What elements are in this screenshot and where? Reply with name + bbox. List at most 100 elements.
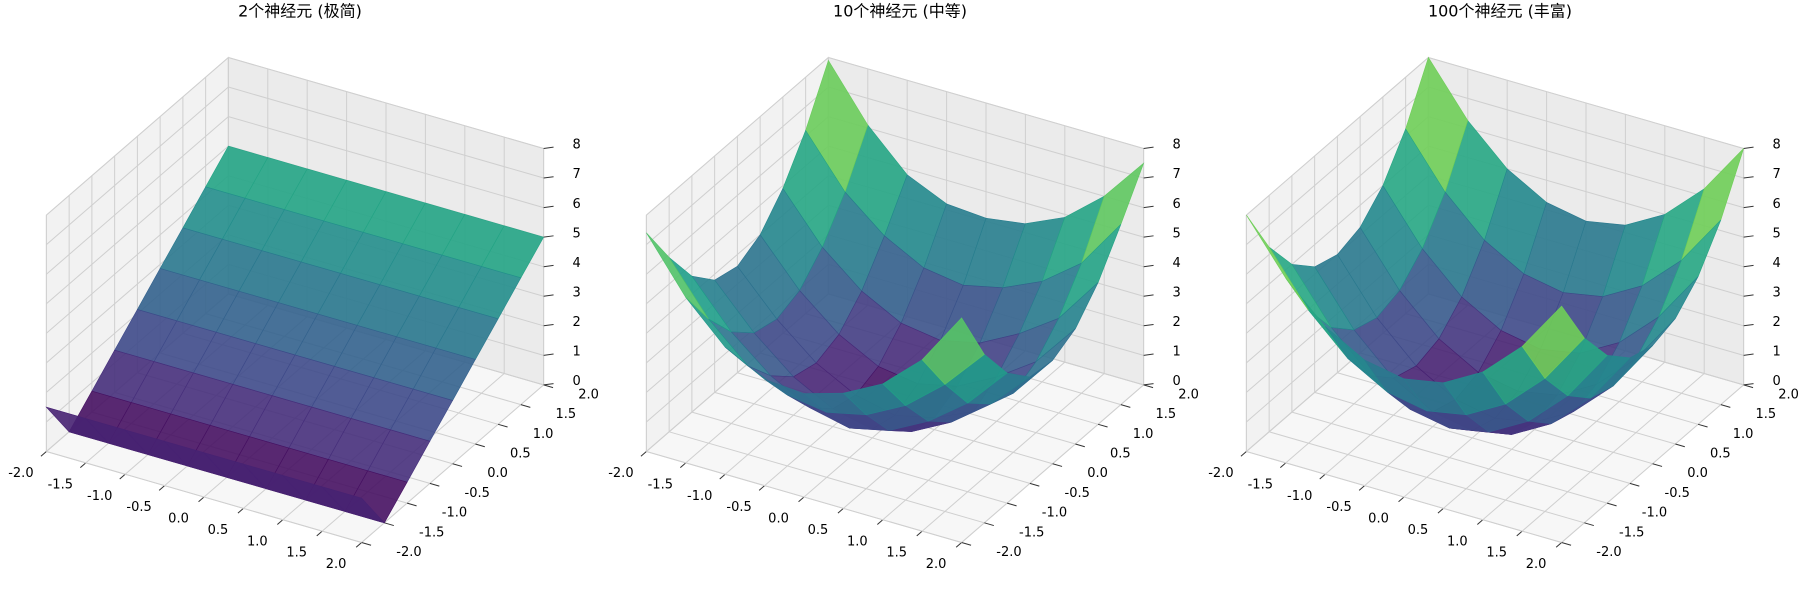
- y-tick-label: 0.0: [487, 466, 508, 481]
- tick-mark: [1075, 443, 1085, 448]
- tick-mark: [1358, 485, 1365, 491]
- z-tick-label: 1: [572, 345, 580, 360]
- tick-mark: [1743, 264, 1754, 268]
- grid-line: [1246, 86, 1429, 246]
- x-tick-label: -2.0: [1208, 466, 1233, 481]
- y-tick-label: -1.0: [1642, 506, 1667, 521]
- y-tick-label: -0.5: [465, 486, 490, 501]
- x-tick-label: 1.0: [1447, 534, 1468, 549]
- tick-mark: [1561, 542, 1572, 546]
- tick-mark: [429, 482, 440, 487]
- tick-mark: [543, 323, 554, 327]
- tick-mark: [40, 451, 47, 457]
- tick-mark: [80, 462, 87, 468]
- z-tick-label: 5: [1772, 226, 1780, 241]
- tick-mark: [1516, 530, 1523, 537]
- grid-line: [228, 86, 544, 179]
- tick-mark: [916, 530, 923, 537]
- grid-line: [1246, 57, 1429, 216]
- tick-mark: [1143, 264, 1154, 268]
- z-tick-label: 4: [572, 256, 580, 271]
- tick-mark: [1437, 508, 1444, 514]
- tick-mark: [406, 502, 417, 507]
- y-tick-label: 1.5: [556, 407, 577, 422]
- tick-mark: [1629, 482, 1640, 487]
- tick-mark: [640, 451, 647, 457]
- x-tick-label: 1.0: [247, 534, 268, 549]
- y-tick-label: 0.0: [1687, 466, 1708, 481]
- y-tick-label: 2.0: [578, 387, 599, 402]
- tick-mark: [1143, 353, 1154, 356]
- grid-line: [46, 145, 229, 305]
- y-tick-label: -1.5: [1619, 525, 1644, 540]
- y-tick-label: 1.5: [1156, 407, 1177, 422]
- tick-mark: [1143, 205, 1154, 209]
- grid-line: [46, 451, 362, 543]
- tick-mark: [1743, 294, 1754, 297]
- tick-mark: [877, 519, 884, 525]
- x-tick-label: 1.5: [286, 546, 307, 561]
- tick-mark: [1720, 404, 1731, 408]
- tick-mark: [543, 264, 554, 268]
- y-tick-label: -1.5: [1019, 525, 1044, 540]
- y-tick-label: -2.0: [396, 545, 421, 560]
- z-tick-label: 6: [1172, 197, 1180, 212]
- tick-mark: [1097, 423, 1108, 428]
- x-tick-label: -2.0: [8, 466, 33, 481]
- z-tick-label: 1: [1772, 345, 1780, 360]
- tick-mark: [198, 496, 205, 503]
- tick-mark: [961, 542, 972, 546]
- x-tick-label: 0.5: [808, 523, 829, 538]
- surface-patch: [921, 317, 985, 385]
- grid-line: [1428, 116, 1744, 209]
- x-tick-label: -1.0: [1287, 489, 1312, 504]
- grid-line: [228, 116, 544, 209]
- tick-mark: [1743, 146, 1754, 149]
- tick-mark: [1240, 451, 1247, 457]
- tick-mark: [277, 519, 284, 525]
- x-tick-label: -0.5: [726, 500, 751, 515]
- x-tick-label: 2.0: [926, 557, 947, 572]
- surface-patch: [1246, 214, 1309, 311]
- tick-mark: [1743, 323, 1754, 327]
- grid-line: [714, 391, 1031, 484]
- y-tick-label: 1.0: [533, 427, 554, 442]
- z-tick-label: 7: [1772, 167, 1780, 182]
- grid-line: [1291, 411, 1608, 504]
- grid-line: [228, 57, 544, 149]
- x-tick-label: 1.0: [847, 534, 868, 549]
- tick-mark: [1143, 384, 1154, 389]
- tick-mark: [543, 384, 554, 389]
- z-tick-label: 7: [1172, 167, 1180, 182]
- x-tick-label: 0.0: [1368, 512, 1389, 527]
- tick-mark: [543, 176, 554, 179]
- grid-line: [1246, 116, 1429, 275]
- z-tick-label: 5: [572, 226, 580, 241]
- tick-mark: [1052, 463, 1063, 467]
- chart-panel: 10个神经元 (中等)-2.0-1.5-1.0-0.50.00.51.01.52…: [608, 2, 1199, 573]
- tick-mark: [1319, 473, 1326, 480]
- grid-line: [1428, 86, 1744, 179]
- tick-mark: [497, 423, 508, 428]
- x-tick-label: 2.0: [326, 557, 347, 572]
- tick-mark: [119, 473, 126, 480]
- y-tick-label: 0.0: [1087, 466, 1108, 481]
- tick-mark: [361, 542, 372, 546]
- tick-mark: [1143, 294, 1154, 297]
- grid-line: [46, 116, 229, 275]
- z-tick-label: 8: [1172, 138, 1180, 153]
- z-tick-label: 8: [572, 138, 580, 153]
- chart-title: 2个神经元 (极简): [238, 2, 362, 21]
- tick-mark: [1743, 235, 1754, 238]
- tick-mark: [1280, 462, 1287, 468]
- tick-mark: [543, 294, 554, 297]
- tick-mark: [798, 496, 805, 503]
- z-tick-label: 1: [1172, 345, 1180, 360]
- chart-title: 100个神经元 (丰富): [1428, 2, 1572, 21]
- tick-mark: [475, 443, 485, 448]
- x-tick-label: -0.5: [126, 500, 151, 515]
- tick-mark: [1143, 176, 1154, 179]
- y-tick-label: 0.5: [1710, 447, 1731, 462]
- x-tick-label: 2.0: [1526, 557, 1547, 572]
